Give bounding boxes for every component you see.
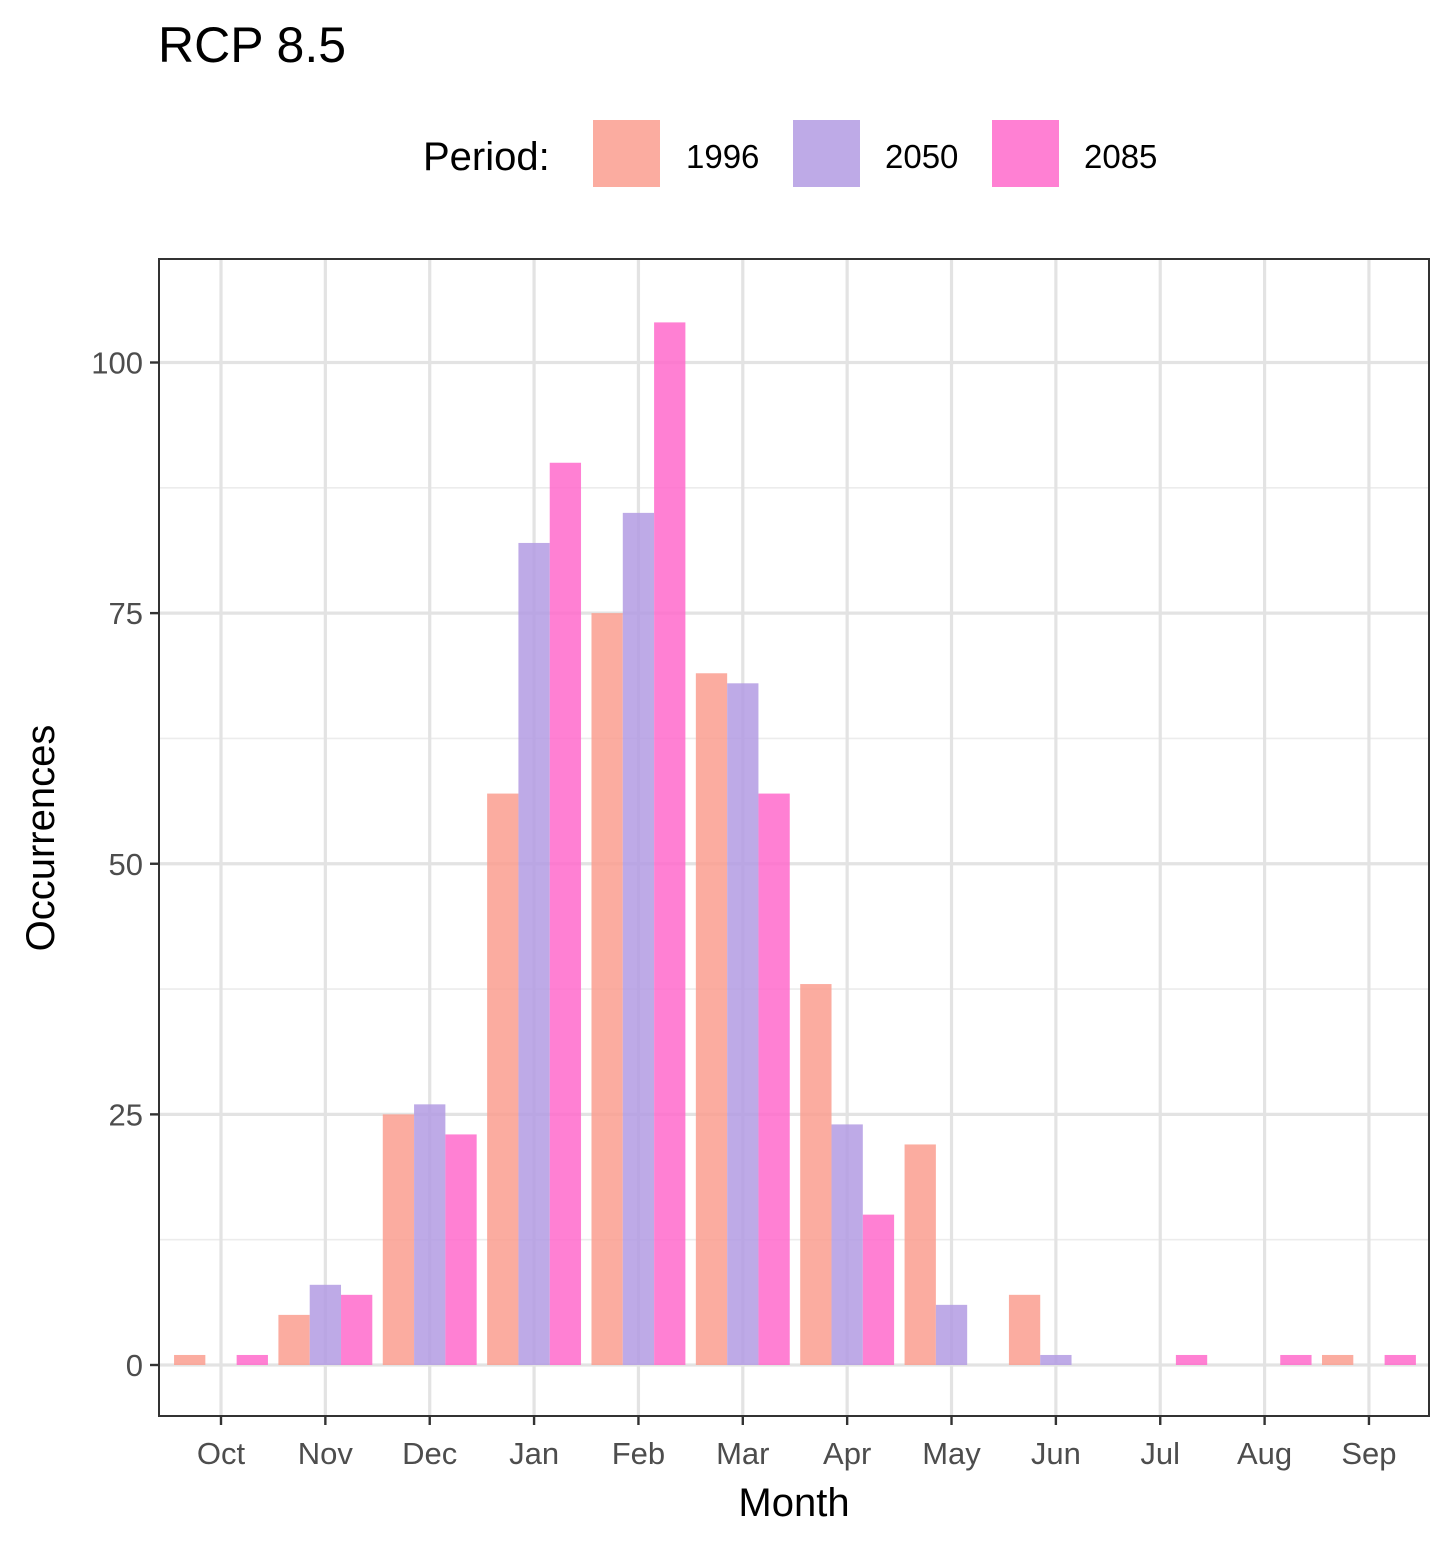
bar-2085-apr xyxy=(862,1214,895,1366)
chart-title: RCP 8.5 xyxy=(158,17,346,73)
legend-title: Period: xyxy=(423,135,550,179)
bar-2085-sep xyxy=(1384,1354,1416,1365)
bar-2085-jul xyxy=(1175,1354,1208,1365)
bar-2085-feb xyxy=(654,322,686,1365)
bar-1996-sep xyxy=(1322,1354,1354,1365)
bar-2050-may xyxy=(935,1304,968,1365)
bar-1996-oct xyxy=(174,1354,206,1365)
legend: Period: 1996 2050 2085 xyxy=(423,120,1157,187)
bar-1996-mar xyxy=(695,673,728,1365)
bar-2085-mar xyxy=(758,793,790,1365)
x-tick-label-may: May xyxy=(922,1436,981,1471)
legend-swatch-2050 xyxy=(793,120,860,187)
plot-panel-border xyxy=(158,258,1430,1417)
bar-2050-jun xyxy=(1040,1354,1072,1365)
legend-label-1996: 1996 xyxy=(686,138,759,175)
x-tick-label-jul: Jul xyxy=(1140,1436,1180,1471)
x-tick-label-sep: Sep xyxy=(1341,1436,1396,1471)
y-tick-label: 75 xyxy=(109,596,143,631)
bar-1996-jan xyxy=(487,793,519,1365)
x-tick-label-jan: Jan xyxy=(509,1436,559,1471)
x-tick-label-oct: Oct xyxy=(197,1436,246,1471)
bar-2085-dec xyxy=(445,1134,477,1365)
x-tick-label-feb: Feb xyxy=(612,1436,665,1471)
bar-2085-aug xyxy=(1280,1354,1312,1365)
bar-2085-jan xyxy=(549,462,582,1365)
legend-label-2085: 2085 xyxy=(1084,138,1157,175)
bar-1996-may xyxy=(904,1144,936,1365)
legend-swatch-2085 xyxy=(992,120,1059,187)
bar-1996-dec xyxy=(382,1114,415,1366)
bar-2050-mar xyxy=(727,683,759,1365)
axes: 0 25 50 75 100 Oct Nov Dec Jan Feb Mar Apr May Jun Jul… xyxy=(91,346,1396,1472)
legend-label-2050: 2050 xyxy=(885,138,958,175)
legend-swatch-1996 xyxy=(593,120,660,187)
bar-1996-apr xyxy=(800,984,832,1365)
bar-2050-feb xyxy=(622,512,655,1366)
bar-1996-jun xyxy=(1008,1294,1041,1365)
bar-2050-apr xyxy=(831,1124,863,1365)
x-tick-label-apr: Apr xyxy=(823,1436,871,1471)
bar-2050-jan xyxy=(518,542,550,1365)
y-tick-label: 25 xyxy=(109,1097,143,1132)
bar-2085-nov xyxy=(341,1294,373,1365)
x-tick-label-mar: Mar xyxy=(716,1436,769,1471)
y-tick-label: 0 xyxy=(126,1348,143,1383)
bar-1996-nov xyxy=(278,1314,310,1366)
bar-1996-feb xyxy=(591,613,623,1366)
bar-2050-dec xyxy=(414,1104,446,1365)
y-tick-label: 100 xyxy=(91,346,143,381)
bar-2050-nov xyxy=(309,1284,342,1365)
x-tick-label-jun: Jun xyxy=(1031,1436,1081,1471)
bar-2085-oct xyxy=(236,1354,268,1365)
y-tick-label: 50 xyxy=(109,847,143,882)
grid xyxy=(159,259,1429,1416)
x-tick-label-nov: Nov xyxy=(298,1436,354,1471)
x-axis-title: Month xyxy=(738,1481,849,1525)
x-tick-label-dec: Dec xyxy=(402,1436,457,1471)
y-axis-title: Occurrences xyxy=(19,725,63,952)
bars xyxy=(174,322,1416,1366)
x-tick-label-aug: Aug xyxy=(1237,1436,1292,1471)
